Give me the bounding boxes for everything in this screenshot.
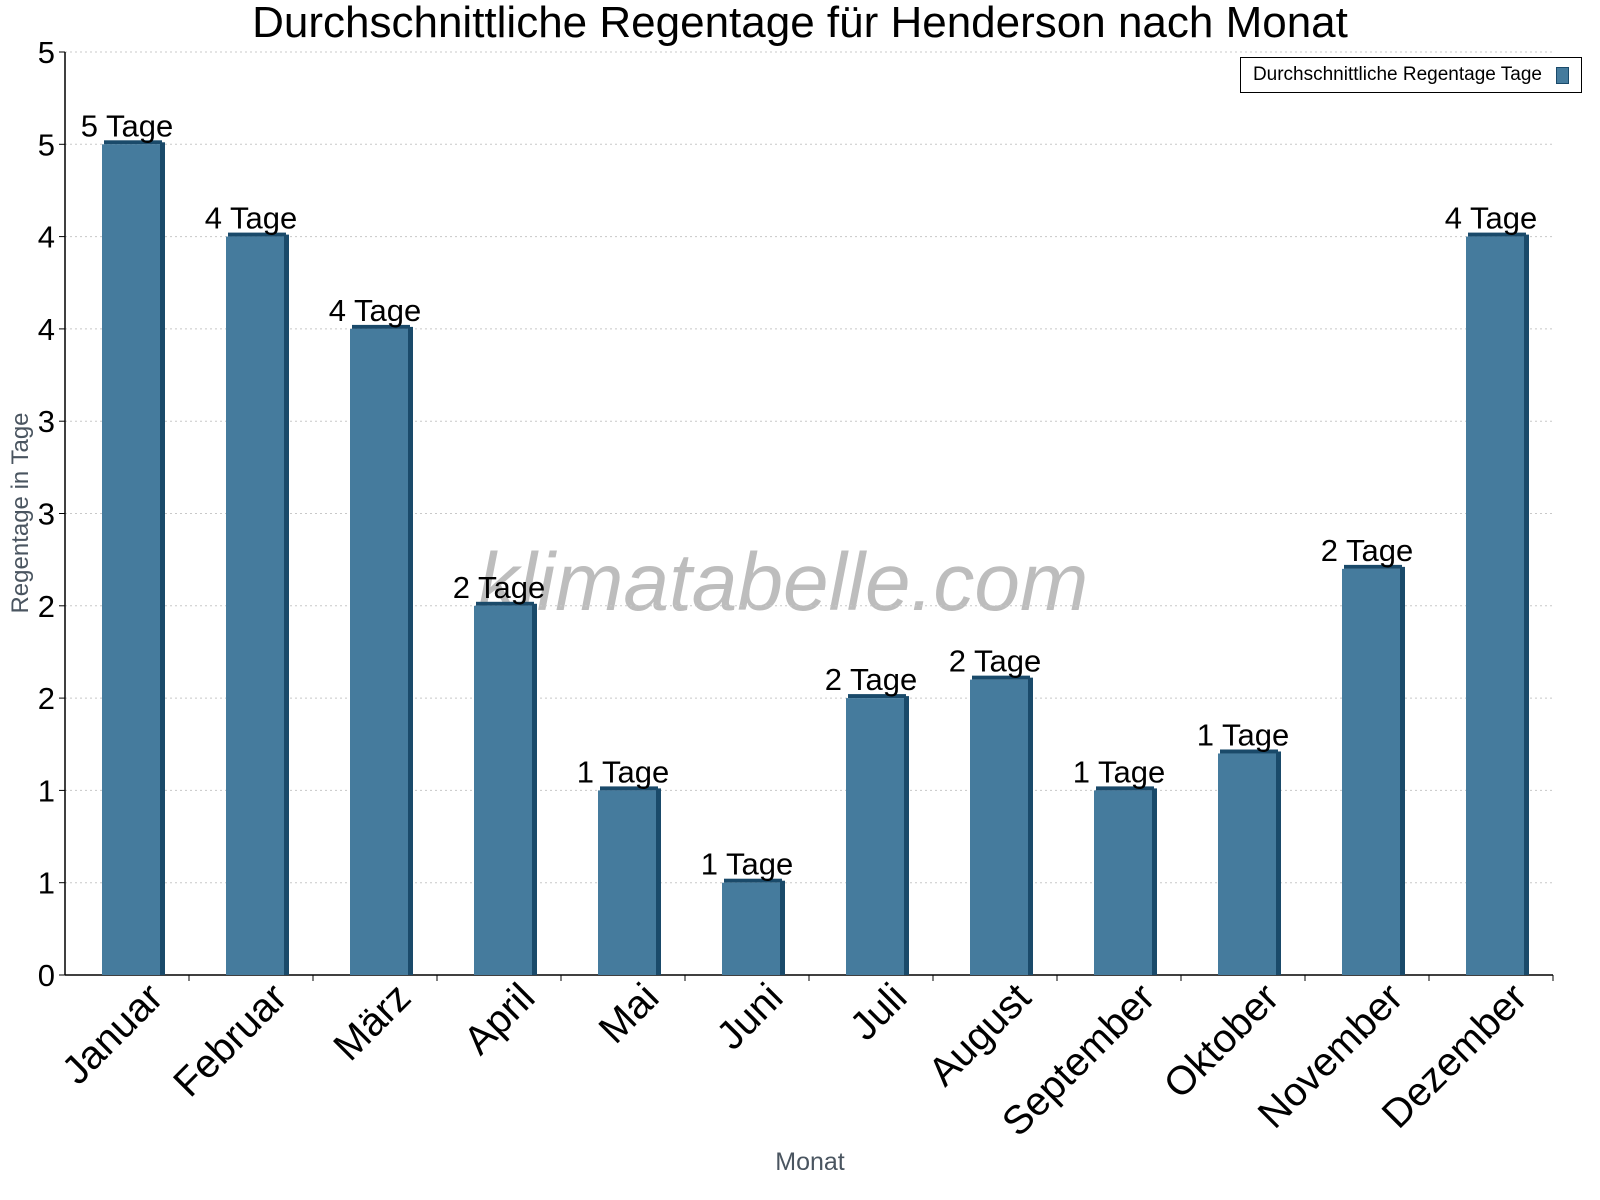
bar-top: [1344, 564, 1402, 569]
bar: [1218, 753, 1276, 975]
x-tick-label: Juni: [708, 975, 791, 1058]
chart-title: Durchschnittliche Regentage für Henderso…: [252, 0, 1348, 47]
bar-side: [1524, 234, 1529, 976]
bar: [722, 882, 780, 975]
data-label: 2 Tage: [825, 662, 918, 697]
bar-side: [284, 234, 289, 976]
bar-top: [724, 878, 782, 883]
bar: [474, 605, 532, 975]
y-tick-label: 1: [38, 866, 55, 901]
bar-top: [972, 675, 1030, 680]
data-label: 1 Tage: [701, 847, 794, 882]
bar: [1342, 568, 1400, 975]
bar-side: [408, 326, 413, 975]
x-tick-label: März: [325, 975, 419, 1069]
legend: Durchschnittliche Regentage Tage: [1239, 57, 1582, 93]
bar: [1094, 790, 1152, 975]
x-tick-label: Februar: [165, 975, 295, 1105]
bar: [1466, 236, 1524, 976]
watermark: klimatabelle.com: [478, 537, 1089, 628]
bar-side: [780, 880, 785, 975]
x-tick-label: Mai: [591, 975, 668, 1052]
y-tick-label: 4: [38, 220, 55, 255]
bar-top: [228, 232, 286, 237]
data-label: 1 Tage: [1197, 717, 1290, 752]
y-tick-label: 1: [38, 773, 55, 808]
bar: [846, 698, 904, 975]
bar: [102, 144, 160, 976]
bar: [598, 790, 656, 975]
y-tick-label: 5: [38, 35, 55, 70]
bar-top: [352, 324, 410, 329]
y-tick-label: 5: [38, 127, 55, 162]
bar-top: [1220, 749, 1278, 754]
y-tick-label: 4: [38, 312, 55, 347]
x-axis-title: Monat: [775, 1148, 845, 1176]
y-tick-label: 3: [38, 404, 55, 439]
bar-side: [1276, 751, 1281, 975]
bar-side: [656, 788, 661, 975]
y-axis-title: Regentage in Tage: [7, 412, 34, 613]
data-label: 2 Tage: [949, 644, 1042, 679]
bar-side: [160, 142, 165, 976]
x-tick-label: Januar: [54, 975, 172, 1093]
legend-swatch: [1556, 66, 1569, 84]
bar-side: [532, 603, 537, 975]
bar: [226, 236, 284, 976]
bar-top: [848, 694, 906, 699]
data-label: 1 Tage: [577, 754, 670, 789]
bar: [970, 679, 1028, 975]
data-label: 4 Tage: [1445, 201, 1538, 236]
x-tick-label: Juli: [842, 975, 916, 1049]
legend-label: Durchschnittliche Regentage Tage: [1252, 64, 1542, 85]
y-tick-label: 0: [38, 958, 55, 993]
bar-top: [104, 140, 162, 145]
x-tick-label: April: [456, 975, 544, 1063]
data-label: 1 Tage: [1073, 754, 1166, 789]
bar: [350, 328, 408, 975]
bar-top: [1096, 786, 1154, 791]
bar-top: [600, 786, 658, 791]
data-label: 5 Tage: [81, 108, 174, 143]
bar-side: [1152, 788, 1157, 975]
data-label: 2 Tage: [1321, 533, 1414, 568]
bar-side: [1400, 566, 1405, 975]
bar-side: [904, 696, 909, 975]
data-label: 4 Tage: [205, 201, 298, 236]
y-tick-label: 2: [38, 589, 55, 624]
y-tick-label: 2: [38, 681, 55, 716]
bar-side: [1028, 677, 1033, 975]
x-tick-label: August: [920, 975, 1039, 1094]
data-label: 2 Tage: [453, 570, 546, 605]
bar-top: [1468, 232, 1526, 237]
y-tick-label: 3: [38, 497, 55, 532]
bar-top: [476, 601, 534, 606]
data-label: 4 Tage: [329, 293, 422, 328]
